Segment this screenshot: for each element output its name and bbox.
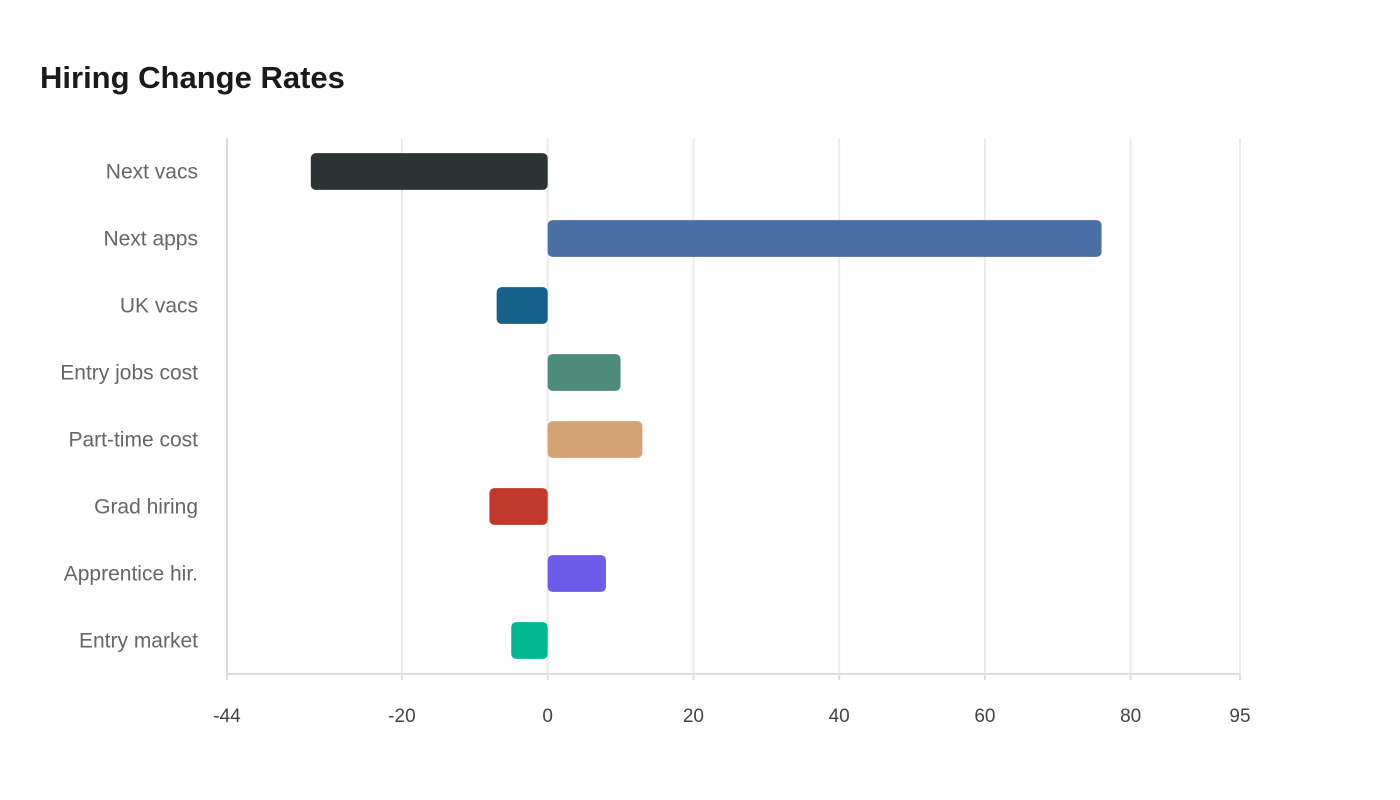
category-label-4: Part-time cost <box>68 429 198 452</box>
bar-4 <box>547 421 643 458</box>
x-tick-label-5: 60 <box>974 706 995 727</box>
bar-0 <box>310 153 548 190</box>
category-label-2: UK vacs <box>120 295 198 318</box>
category-label-3: Entry jobs cost <box>60 362 198 385</box>
x-tick-label-1: -20 <box>388 706 415 727</box>
axes <box>226 138 1241 680</box>
bar-5 <box>489 488 548 525</box>
category-label-6: Apprentice hir. <box>64 563 198 586</box>
bars <box>310 153 1102 659</box>
category-label-5: Grad hiring <box>94 496 198 519</box>
bar-7 <box>511 622 548 659</box>
x-tick-label-2: 0 <box>542 706 553 727</box>
category-labels: Next vacs Next apps UK vacs Entry jobs cost… <box>60 161 198 653</box>
chart-title: Hiring Change Rates <box>40 60 345 95</box>
x-tick-label-7: 95 <box>1229 706 1250 727</box>
category-label-0: Next vacs <box>106 161 198 184</box>
bar-6 <box>547 555 606 592</box>
x-tick-label-4: 40 <box>829 706 850 727</box>
bar-3 <box>547 354 621 391</box>
x-tick-label-0: -44 <box>213 706 241 727</box>
bar-2 <box>496 287 548 324</box>
grid-lines <box>400 138 1241 674</box>
category-label-1: Next apps <box>103 228 198 251</box>
x-tick-label-3: 20 <box>683 706 704 727</box>
category-label-7: Entry market <box>79 630 198 653</box>
x-tick-label-6: 80 <box>1120 706 1141 727</box>
bar-1 <box>547 220 1102 257</box>
x-tick-labels: -44 -20 0 20 40 60 80 95 <box>213 706 1250 727</box>
